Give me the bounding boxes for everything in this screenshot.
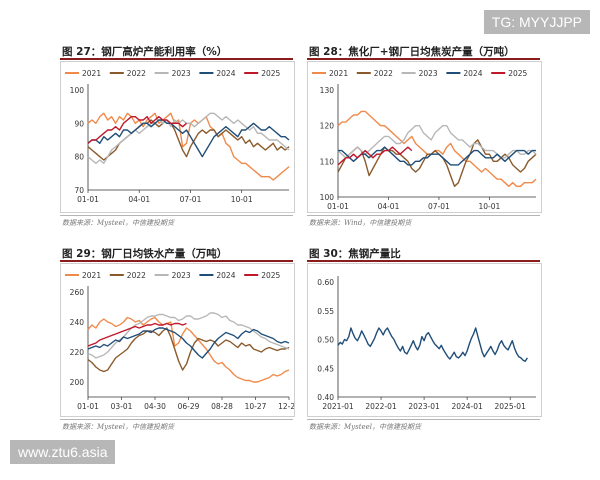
x-tick-label: 10-01 [231, 195, 253, 204]
title-rule-28 [307, 58, 540, 60]
chart-28-frame: 100 110 120 130 01-01 04-01 07-01 10-01 2021 2022… [307, 61, 542, 213]
series-line-2024 [87, 327, 290, 359]
x-tick-label: 2025-01 [495, 402, 527, 411]
chart-title-27: 图 27：钢厂高炉产能利用率（%） [62, 46, 228, 58]
series-line-2022 [87, 327, 290, 373]
x-tick-label: 2024-01 [451, 402, 483, 411]
chart-title-29: 图 29：钢厂日均铁水产量（万吨） [62, 248, 228, 260]
series-line-2022 [87, 119, 290, 161]
series-line-2021 [87, 316, 290, 383]
y-tick-label: 0.40 [317, 393, 334, 402]
x-tick-label: 04-01 [378, 202, 400, 211]
series-line-2023 [337, 125, 537, 159]
x-tick-label: 2023-01 [408, 402, 440, 411]
x-tick-label: 12-26 [278, 402, 294, 411]
legend-label-2022: 2022 [127, 69, 146, 78]
legend-label-2023: 2023 [172, 271, 191, 280]
x-tick-label: 2022-01 [365, 402, 397, 411]
y-tick-label: 120 [320, 122, 335, 131]
chart-title-30: 图 30：焦钢产量比 [309, 248, 401, 260]
chart-27-frame: 70 80 90 100 01-01 04-01 07-01 10-01 2021 2022 202… [60, 61, 295, 213]
series-line-2025 [87, 322, 187, 347]
chart-29-frame: 200 220 240 260 01-01 03-01 04-30 06-29 08-28 10-… [60, 263, 300, 417]
x-tick-label: 01-01 [77, 402, 99, 411]
legend-label-2022: 2022 [374, 69, 393, 78]
chart-30-plot: 0.40 0.45 0.50 0.55 0.60 2021-01 2022-01 2023-0… [317, 276, 536, 411]
source-rule-28 [307, 215, 540, 216]
series-line-2025 [337, 146, 413, 166]
y-tick-label: 80 [74, 153, 84, 162]
chart-30-frame: 0.40 0.45 0.50 0.55 0.60 2021-01 2022-01 2023-0… [307, 263, 542, 417]
x-tick-label: 03-01 [111, 402, 133, 411]
y-tick-label: 0.50 [317, 336, 334, 345]
y-tick-label: 200 [70, 378, 85, 387]
source-29: 数据来源：Mysteel，中信建投期货 [62, 423, 175, 431]
source-30: 数据来源：Mysteel，中信建投期货 [309, 423, 422, 431]
y-tick-label: 130 [320, 86, 335, 95]
legend-label-2025: 2025 [261, 69, 280, 78]
chart-28-plot: 100 110 120 130 01-01 04-01 07-01 10-01 2021 2022… [312, 69, 537, 211]
legend-label-2024: 2024 [216, 69, 235, 78]
legend-label-2024: 2024 [463, 69, 482, 78]
source-28: 数据来源：Wind，中信建投期货 [309, 219, 412, 227]
series-line-2023 [87, 112, 290, 165]
x-tick-label: 01-01 [77, 195, 99, 204]
chart-27-plot: 70 80 90 100 01-01 04-01 07-01 10-01 2021 2022 202… [65, 69, 290, 204]
y-tick-label: 100 [320, 193, 335, 202]
legend-label-2022: 2022 [127, 271, 146, 280]
y-tick-label: 100 [70, 86, 85, 95]
source-rule-29 [60, 419, 293, 420]
y-tick-label: 70 [74, 186, 84, 195]
watermark-top: TG: MYYJJPP [483, 10, 590, 34]
x-tick-label: 10-01 [479, 202, 501, 211]
title-rule-27 [60, 58, 293, 60]
y-tick-label: 260 [70, 288, 85, 297]
x-tick-label: 10-27 [245, 402, 267, 411]
source-27: 数据来源：Mysteel，中信建投期货 [62, 219, 175, 227]
legend-label-2021: 2021 [82, 271, 101, 280]
legend-label-2025: 2025 [261, 271, 280, 280]
series-line-2024 [87, 119, 290, 158]
legend-label-2021: 2021 [82, 69, 101, 78]
legend-label-2021: 2021 [329, 69, 348, 78]
y-tick-label: 0.60 [317, 278, 334, 287]
chart-title-28: 图 28：焦化厂+钢厂日均焦炭产量（万吨） [309, 46, 515, 58]
y-tick-label: 0.45 [317, 364, 334, 373]
x-tick-label: 2021-01 [322, 402, 354, 411]
y-tick-label: 90 [74, 119, 84, 128]
source-rule-27 [60, 215, 293, 216]
series-line-2021 [337, 110, 537, 188]
x-tick-label: 07-01 [428, 202, 450, 211]
y-tick-label: 220 [70, 348, 85, 357]
series-line-ratio [337, 327, 528, 363]
series-line-2025 [87, 116, 187, 144]
title-rule-30 [307, 260, 540, 262]
x-tick-label: 06-29 [178, 402, 200, 411]
x-tick-label: 07-01 [180, 195, 202, 204]
chart-29-plot: 200 220 240 260 01-01 03-01 04-30 06-29 08-28 10-… [65, 271, 300, 411]
source-rule-30 [307, 419, 540, 420]
legend-label-2025: 2025 [508, 69, 527, 78]
y-tick-label: 110 [320, 157, 335, 166]
y-tick-label: 240 [70, 318, 85, 327]
legend-label-2023: 2023 [419, 69, 438, 78]
x-tick-label: 01-01 [327, 202, 349, 211]
x-tick-label: 04-30 [144, 402, 166, 411]
title-rule-29 [60, 260, 293, 262]
legend-label-2023: 2023 [172, 69, 191, 78]
x-tick-label: 08-28 [211, 402, 233, 411]
y-tick-label: 0.55 [317, 307, 334, 316]
x-tick-label: 04-01 [128, 195, 150, 204]
legend-label-2024: 2024 [216, 271, 235, 280]
watermark-bottom: www.ztu6.asia [10, 440, 116, 464]
series-line-2022 [337, 139, 537, 188]
